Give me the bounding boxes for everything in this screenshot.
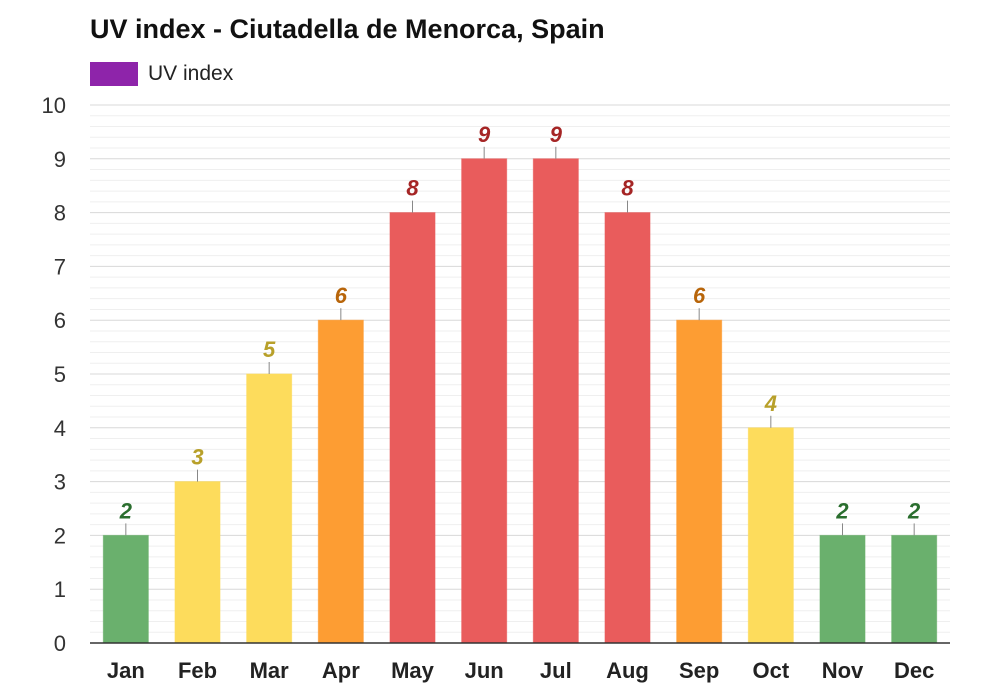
bar-jul <box>532 158 579 644</box>
legend-label: UV index <box>148 62 234 85</box>
legend[interactable]: UV index <box>90 62 233 86</box>
y-tick-label: 2 <box>54 523 66 548</box>
x-tick-label: May <box>391 658 435 683</box>
x-tick-label: Jul <box>540 658 572 683</box>
y-tick-label: 0 <box>54 631 66 656</box>
data-label: 2 <box>835 498 849 523</box>
data-label: 8 <box>621 176 634 201</box>
bar-mar <box>246 373 293 644</box>
bar-jan <box>102 534 149 644</box>
legend-swatch <box>90 62 138 86</box>
bar-may <box>389 212 436 644</box>
x-tick-label: Oct <box>752 658 789 683</box>
x-tick-label: Feb <box>178 658 217 683</box>
x-tick-label: Jan <box>107 658 145 683</box>
bar-jun <box>461 158 508 644</box>
bar-nov <box>819 534 866 644</box>
data-label: 6 <box>335 283 348 308</box>
bar-feb <box>174 481 221 644</box>
y-tick-label: 1 <box>54 577 66 602</box>
y-tick-label: 8 <box>54 201 66 226</box>
data-label: 2 <box>907 498 921 523</box>
x-tick-label: Jun <box>465 658 504 683</box>
y-tick-label: 5 <box>54 362 66 387</box>
data-label: 8 <box>406 176 419 201</box>
y-tick-label: 4 <box>54 416 66 441</box>
data-label: 9 <box>550 122 563 147</box>
bar-apr <box>317 319 364 644</box>
data-label: 3 <box>191 445 203 470</box>
x-tick-label: Apr <box>322 658 360 683</box>
bar-aug <box>604 212 651 644</box>
y-tick-label: 7 <box>54 254 66 279</box>
y-tick-label: 6 <box>54 308 66 333</box>
x-tick-label: Mar <box>250 658 290 683</box>
bar-dec <box>891 534 938 644</box>
data-label: 6 <box>693 283 706 308</box>
x-tick-label: Dec <box>894 658 934 683</box>
data-label: 4 <box>764 391 777 416</box>
chart-title: UV index - Ciutadella de Menorca, Spain <box>90 14 605 44</box>
x-tick-label: Nov <box>822 658 864 683</box>
x-tick-label: Aug <box>606 658 649 683</box>
data-label: 5 <box>263 337 276 362</box>
y-tick-label: 3 <box>54 470 66 495</box>
y-tick-label: 10 <box>42 93 66 118</box>
data-label: 2 <box>119 498 133 523</box>
bar-sep <box>676 319 723 644</box>
y-tick-label: 9 <box>54 147 66 172</box>
data-label: 9 <box>478 122 491 147</box>
x-tick-label: Sep <box>679 658 719 683</box>
bar-oct <box>747 427 794 644</box>
